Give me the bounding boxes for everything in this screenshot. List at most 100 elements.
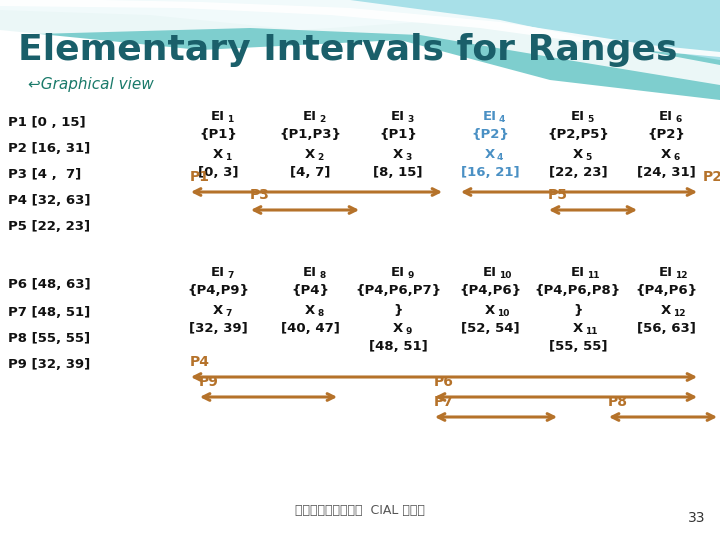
- Text: 10: 10: [499, 271, 511, 280]
- Text: [52, 54]: [52, 54]: [461, 321, 519, 334]
- Text: [4, 7]: [4, 7]: [290, 165, 330, 179]
- Text: P3: P3: [250, 188, 270, 202]
- Text: P5: P5: [548, 188, 568, 202]
- Text: P3 [4 ,  7]: P3 [4 , 7]: [8, 167, 81, 180]
- Text: 6: 6: [675, 114, 681, 124]
- Text: EI: EI: [303, 110, 317, 123]
- Text: [22, 23]: [22, 23]: [549, 165, 607, 179]
- Text: 3: 3: [405, 152, 411, 161]
- Text: 5: 5: [585, 152, 591, 161]
- Text: EI: EI: [571, 266, 585, 279]
- Text: EI: EI: [211, 110, 225, 123]
- Text: {P1}: {P1}: [199, 129, 237, 141]
- Text: X: X: [305, 147, 315, 160]
- Text: EI: EI: [391, 266, 405, 279]
- Text: P6: P6: [434, 375, 454, 389]
- Text: X: X: [573, 321, 583, 334]
- Text: 4: 4: [499, 114, 505, 124]
- Text: EI: EI: [211, 266, 225, 279]
- Text: Elementary Intervals for Ranges: Elementary Intervals for Ranges: [18, 33, 678, 67]
- Polygon shape: [0, 0, 720, 60]
- Text: P6 [48, 63]: P6 [48, 63]: [8, 279, 91, 292]
- Text: P4: P4: [190, 355, 210, 369]
- Text: X: X: [573, 147, 583, 160]
- Text: {P2}: {P2}: [471, 129, 509, 141]
- Text: P2: P2: [703, 170, 720, 184]
- Text: 7: 7: [225, 308, 231, 318]
- Text: EI: EI: [659, 110, 673, 123]
- Text: 11: 11: [587, 271, 600, 280]
- Text: 5: 5: [587, 114, 593, 124]
- Text: P7 [48, 51]: P7 [48, 51]: [8, 306, 90, 319]
- Polygon shape: [0, 0, 720, 85]
- Text: {P1}: {P1}: [379, 129, 417, 141]
- Text: {P4,P6}: {P4,P6}: [459, 285, 521, 298]
- Text: 1: 1: [227, 114, 233, 124]
- Text: P1: P1: [190, 170, 210, 184]
- Text: {P2}: {P2}: [647, 129, 685, 141]
- Text: [8, 15]: [8, 15]: [373, 165, 423, 179]
- Text: [24, 31]: [24, 31]: [636, 165, 696, 179]
- Text: 4: 4: [497, 152, 503, 161]
- Polygon shape: [0, 0, 720, 57]
- Text: 33: 33: [688, 511, 705, 525]
- Text: [40, 47]: [40, 47]: [281, 321, 339, 334]
- Text: {P1,P3}: {P1,P3}: [279, 129, 341, 141]
- Text: 7: 7: [227, 271, 233, 280]
- Text: {P4}: {P4}: [291, 285, 329, 298]
- Text: 6: 6: [673, 152, 679, 161]
- Text: P7: P7: [434, 395, 454, 409]
- Text: X: X: [661, 147, 671, 160]
- Text: 12: 12: [675, 271, 688, 280]
- Text: X: X: [661, 303, 671, 316]
- Text: [56, 63]: [56, 63]: [636, 321, 696, 334]
- Text: P5 [22, 23]: P5 [22, 23]: [8, 219, 90, 233]
- Text: P9 [32, 39]: P9 [32, 39]: [8, 357, 90, 370]
- Text: 8: 8: [317, 308, 323, 318]
- Text: }: }: [393, 303, 402, 316]
- Text: X: X: [393, 147, 403, 160]
- Text: {P4,P6,P7}: {P4,P6,P7}: [355, 285, 441, 298]
- Text: {P4,P6}: {P4,P6}: [635, 285, 697, 298]
- Text: {P4,P6,P8}: {P4,P6,P8}: [535, 285, 621, 298]
- Text: EI: EI: [303, 266, 317, 279]
- Text: 10: 10: [497, 308, 509, 318]
- Text: 3: 3: [407, 114, 413, 124]
- Text: 9: 9: [405, 327, 411, 335]
- Text: X: X: [485, 147, 495, 160]
- Text: ↩Graphical view: ↩Graphical view: [28, 77, 154, 91]
- Text: EI: EI: [483, 266, 497, 279]
- Text: P9: P9: [199, 375, 219, 389]
- Text: P2 [16, 31]: P2 [16, 31]: [8, 141, 90, 154]
- Text: [0, 3]: [0, 3]: [198, 165, 238, 179]
- Text: P8: P8: [608, 395, 628, 409]
- Text: {P4,P9}: {P4,P9}: [187, 285, 249, 298]
- Text: EI: EI: [391, 110, 405, 123]
- Polygon shape: [0, 0, 720, 100]
- Text: X: X: [485, 303, 495, 316]
- Text: [32, 39]: [32, 39]: [189, 321, 248, 334]
- Text: X: X: [213, 303, 223, 316]
- Text: EI: EI: [571, 110, 585, 123]
- Text: 2: 2: [319, 114, 325, 124]
- Text: [55, 55]: [55, 55]: [549, 340, 607, 353]
- Text: X: X: [213, 147, 223, 160]
- Text: 9: 9: [407, 271, 413, 280]
- Text: [16, 21]: [16, 21]: [461, 165, 519, 179]
- Text: 11: 11: [585, 327, 598, 335]
- Text: P8 [55, 55]: P8 [55, 55]: [8, 332, 90, 345]
- Text: EI: EI: [483, 110, 497, 123]
- Text: EI: EI: [659, 266, 673, 279]
- Text: 2: 2: [317, 152, 323, 161]
- Text: [48, 51]: [48, 51]: [369, 340, 428, 353]
- Text: 8: 8: [319, 271, 325, 280]
- Text: P4 [32, 63]: P4 [32, 63]: [8, 193, 91, 206]
- Text: X: X: [393, 321, 403, 334]
- Text: P1 [0 , 15]: P1 [0 , 15]: [8, 116, 86, 129]
- Text: {P2,P5}: {P2,P5}: [547, 129, 609, 141]
- Text: }: }: [573, 303, 582, 316]
- Text: 成功大學資訊工程系  CIAL 實驗室: 成功大學資訊工程系 CIAL 實驗室: [295, 503, 425, 516]
- Text: X: X: [305, 303, 315, 316]
- Text: 1: 1: [225, 152, 231, 161]
- Text: 12: 12: [673, 308, 685, 318]
